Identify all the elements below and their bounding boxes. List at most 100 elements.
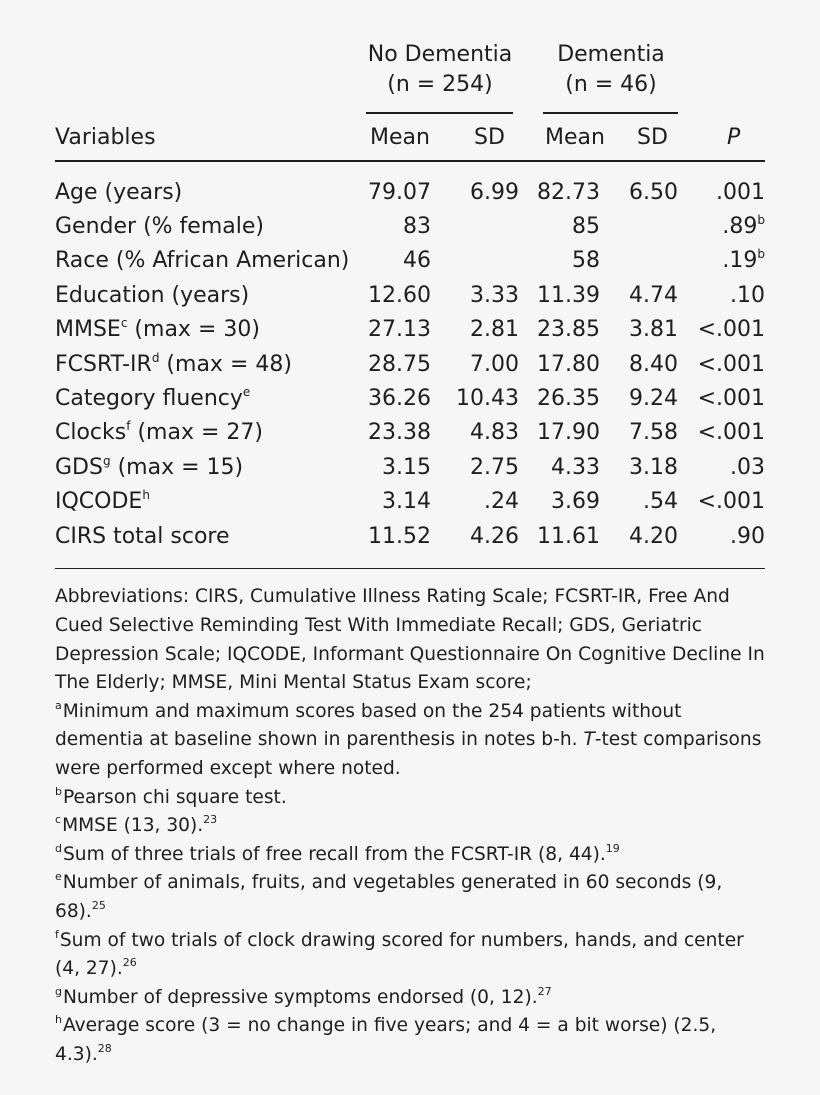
cell-p-value: <.001 [697, 351, 765, 377]
cell-sd-no-dementia: 7.00 [470, 351, 519, 377]
group-rule-dementia [543, 112, 678, 114]
cell-sd-no-dementia: 6.99 [470, 179, 519, 205]
note-c: cMMSE (13, 30).23 [55, 813, 218, 837]
cell-mean-dementia: 26.35 [537, 385, 600, 411]
table-container: No Dementia (n = 254) Dementia (n = 46) … [55, 40, 765, 1070]
note-b: bPearson chi square test. [55, 784, 287, 808]
cell-p-value: <.001 [697, 420, 765, 446]
cell-sd-dementia: 6.50 [629, 179, 678, 205]
cell-mean-dementia: 17.80 [537, 351, 600, 377]
table-row: IQCODEh 3.14 .24 3.69 .54 <.001 [55, 485, 765, 519]
cell-p-value: <.001 [697, 385, 765, 411]
cell-variable: IQCODEh [55, 488, 150, 515]
cell-sd-dementia [600, 244, 678, 278]
group-label-dementia: Dementia [557, 42, 665, 67]
cell-p-value: .001 [716, 179, 765, 205]
cell-mean-no-dementia: 23.38 [368, 420, 431, 446]
cell-variable: MMSEc (max = 30) [55, 316, 260, 343]
cell-variable: CIRS total score [55, 523, 230, 549]
cell-variable: Race (% African American) [55, 248, 350, 274]
note-f: fSum of two trials of clock drawing scor… [55, 927, 744, 980]
cell-sd-dementia: .54 [643, 489, 678, 515]
cell-p-value: .10 [730, 282, 765, 308]
note-d: dSum of three trials of free recall from… [55, 841, 620, 865]
group-header-no-dementia: No Dementia (n = 254) [365, 40, 515, 100]
col-header-sd-no-dementia: SD [474, 125, 505, 150]
cell-mean-no-dementia: 11.52 [368, 523, 431, 549]
cell-sd-no-dementia: 10.43 [456, 385, 519, 411]
cell-mean-dementia: 85 [572, 213, 600, 239]
table-row: Race (% African American) 46 58 .19b [55, 244, 765, 278]
cell-sd-no-dementia: 4.26 [470, 523, 519, 549]
table-row: GDSg (max = 15) 3.15 2.75 4.33 3.18 .03 [55, 451, 765, 485]
cell-sd-no-dementia: 2.81 [470, 317, 519, 343]
data-table: Age (years) 79.07 6.99 82.73 6.50 .001 Gender … [55, 176, 765, 554]
cell-mean-no-dementia: 12.60 [368, 282, 431, 308]
table-row: Category fluencye 36.26 10.43 26.35 9.24 <.00… [55, 382, 765, 416]
cell-sd-no-dementia: .24 [484, 489, 519, 515]
cell-sd-dementia: 7.58 [629, 420, 678, 446]
note-g: gNumber of depressive symptoms endorsed … [55, 984, 552, 1008]
table-row: CIRS total score 11.52 4.26 11.61 4.20 .90 [55, 520, 765, 554]
cell-sd-dementia: 9.24 [629, 385, 678, 411]
cell-sd-no-dementia: 3.33 [470, 282, 519, 308]
cell-mean-no-dementia: 83 [403, 213, 431, 239]
cell-mean-dementia: 11.39 [537, 282, 600, 308]
cell-mean-no-dementia: 46 [403, 248, 431, 274]
note-h: hAverage score (3 = no change in five ye… [55, 1013, 717, 1065]
col-header-p: P [727, 125, 741, 150]
cell-sd-dementia [600, 210, 678, 244]
cell-mean-dementia: 4.33 [551, 454, 600, 480]
cell-variable: Clocksf (max = 27) [55, 419, 263, 446]
cell-p-value: <.001 [697, 317, 765, 343]
cell-mean-dementia: 17.90 [537, 420, 600, 446]
table-row: FCSRT-IRd (max = 48) 28.75 7.00 17.80 8.40 <.… [55, 348, 765, 382]
cell-sd-no-dementia [431, 244, 519, 278]
cell-sd-no-dementia: 4.83 [470, 420, 519, 446]
col-header-mean-dementia: Mean [545, 125, 605, 150]
col-header-sd-dementia: SD [637, 125, 668, 150]
cell-variable: Category fluencye [55, 384, 251, 411]
cell-variable: FCSRT-IRd (max = 48) [55, 350, 292, 377]
note-a: aMinimum and maximum scores based on the… [55, 698, 762, 780]
group-label-no-dementia: No Dementia [367, 42, 513, 67]
table-notes: Abbreviations: CIRS, Cumulative Illness … [55, 583, 765, 1069]
cell-sd-dementia: 4.20 [629, 523, 678, 549]
cell-sd-dementia: 3.81 [629, 317, 678, 343]
note-e: eNumber of animals, fruits, and vegetabl… [55, 870, 723, 922]
group-header-dementia: Dementia (n = 46) [536, 40, 686, 100]
cell-sd-dementia: 4.74 [629, 282, 678, 308]
cell-variable: GDSg (max = 15) [55, 453, 244, 480]
cell-mean-dementia: 23.85 [537, 317, 600, 343]
cell-sd-dementia: 8.40 [629, 351, 678, 377]
table-row: Gender (% female) 83 85 .89b [55, 210, 765, 244]
cell-variable: Education (years) [55, 282, 250, 308]
table-header: No Dementia (n = 254) Dementia (n = 46) … [55, 40, 765, 160]
group-n-dementia: (n = 46) [565, 72, 657, 97]
cell-mean-dementia: 58 [572, 248, 600, 274]
cell-mean-dementia: 3.69 [551, 489, 600, 515]
cell-mean-no-dementia: 79.07 [368, 179, 431, 205]
cell-p-value: <.001 [697, 489, 765, 515]
note-abbreviations: Abbreviations: CIRS, Cumulative Illness … [55, 586, 765, 694]
cell-mean-no-dementia: 28.75 [368, 351, 431, 377]
table-row: Age (years) 79.07 6.99 82.73 6.50 .001 [55, 176, 765, 210]
cell-mean-no-dementia: 3.15 [382, 454, 431, 480]
cell-mean-dementia: 82.73 [537, 179, 600, 205]
cell-sd-no-dementia: 2.75 [470, 454, 519, 480]
cell-sd-dementia: 3.18 [629, 454, 678, 480]
cell-p-value: .89b [722, 212, 765, 239]
table-row: Education (years) 12.60 3.33 11.39 4.74 .10 [55, 279, 765, 313]
group-n-no-dementia: (n = 254) [387, 72, 493, 97]
cell-mean-dementia: 11.61 [537, 523, 600, 549]
col-header-mean-no-dementia: Mean [370, 125, 430, 150]
cell-mean-no-dementia: 3.14 [382, 489, 431, 515]
cell-p-value: .90 [730, 523, 765, 549]
cell-variable: Age (years) [55, 179, 183, 205]
cell-p-value: .03 [730, 454, 765, 480]
col-header-variables: Variables [55, 125, 156, 150]
cell-mean-no-dementia: 27.13 [368, 317, 431, 343]
cell-sd-no-dementia [431, 210, 519, 244]
cell-p-value: .19b [722, 247, 765, 274]
bottom-rule [55, 567, 765, 570]
